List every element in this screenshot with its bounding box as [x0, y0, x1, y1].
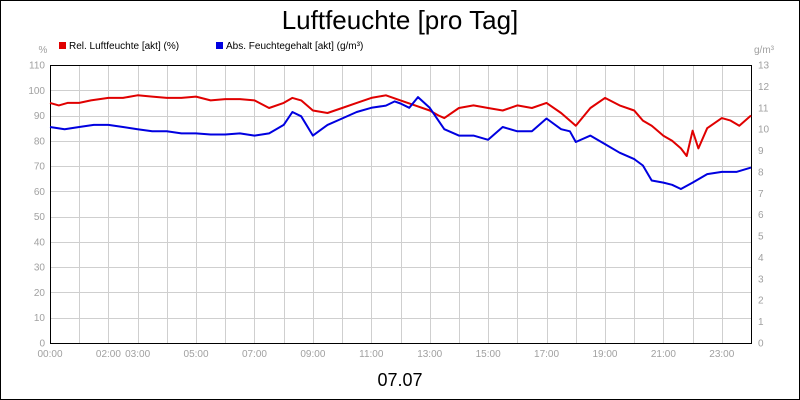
chart-title: Luftfeuchte [pro Tag]	[282, 5, 519, 35]
plot-border	[50, 65, 752, 344]
y-left-tick-label: 30	[34, 263, 46, 274]
y-left-tick-label: 0	[39, 339, 45, 350]
y-left-tick-label: 50	[34, 212, 46, 223]
legend: Rel. Luftfeuchte [akt] (%) Abs. Feuchteg…	[59, 41, 363, 52]
y-right-tick-label: 11	[758, 103, 769, 114]
y-left-tick-label: 40	[34, 237, 46, 248]
y-right-tick-label: 3	[758, 274, 764, 285]
series	[49, 94, 752, 190]
axes: 0102030405060708090100110012345678910111…	[28, 61, 769, 361]
y-left-tick-label: 20	[34, 288, 46, 299]
legend-label-abs-humidity: Abs. Feuchtegehalt [akt] (g/m³)	[226, 41, 363, 52]
x-tick-label: 02:00	[96, 349, 121, 360]
y-left-tick-label: 70	[34, 162, 46, 173]
x-tick-label: 17:00	[534, 349, 559, 360]
y-left-tick-label: 80	[34, 136, 46, 147]
x-tick-label: 09:00	[300, 349, 325, 360]
y-left-tick-label: 110	[29, 61, 45, 72]
x-axis-label: 07.07	[377, 370, 422, 390]
y-right-tick-label: 5	[758, 232, 764, 243]
x-tick-label: 00:00	[37, 349, 62, 360]
y-left-tick-label: 90	[34, 111, 46, 122]
y-right-tick-label: 12	[758, 82, 770, 93]
x-tick-label: 15:00	[476, 349, 501, 360]
series-line-abs-humidity	[49, 96, 752, 190]
legend-swatch-abs-humidity	[216, 42, 223, 49]
y-right-tick-label: 2	[758, 296, 764, 307]
y-left-tick-label: 10	[34, 313, 46, 324]
y-right-tick-label: 8	[758, 167, 764, 178]
x-tick-label: 23:00	[709, 349, 734, 360]
y-right-tick-label: 6	[758, 210, 764, 221]
x-tick-label: 05:00	[184, 349, 209, 360]
legend-swatch-rel-humidity	[59, 42, 66, 49]
y-left-tick-label: 60	[34, 187, 46, 198]
y-right-unit: g/m³	[754, 45, 775, 56]
x-tick-label: 13:00	[417, 349, 442, 360]
y-right-tick-label: 1	[758, 317, 764, 328]
x-tick-label: 03:00	[125, 349, 150, 360]
x-tick-label: 07:00	[242, 349, 267, 360]
legend-label-rel-humidity: Rel. Luftfeuchte [akt] (%)	[69, 41, 179, 52]
y-right-tick-label: 4	[758, 253, 764, 264]
y-left-unit: %	[39, 45, 48, 56]
y-right-tick-label: 0	[758, 339, 764, 350]
x-tick-label: 21:00	[651, 349, 676, 360]
x-tick-label: 19:00	[592, 349, 617, 360]
y-right-tick-label: 13	[758, 61, 770, 72]
y-right-tick-label: 9	[758, 146, 764, 157]
y-right-tick-label: 10	[758, 125, 770, 136]
x-tick-label: 11:00	[359, 349, 384, 360]
y-right-tick-label: 7	[758, 189, 764, 200]
y-left-tick-label: 100	[28, 86, 45, 97]
